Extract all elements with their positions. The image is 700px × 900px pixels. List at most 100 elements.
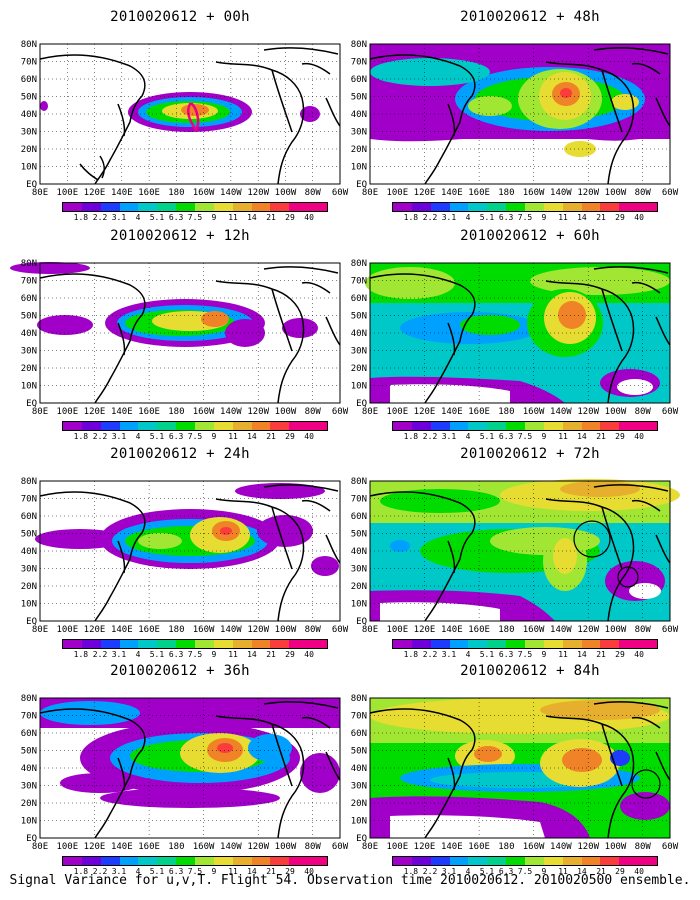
lat-label: 40N (21, 764, 37, 774)
lat-label: 70N (351, 495, 367, 505)
colorbar-level: 11 (558, 213, 568, 222)
lon-label: 140E (111, 407, 133, 417)
colorbar-level: 9 (211, 432, 217, 441)
colorbar-level: 1.8 (403, 867, 419, 876)
panel-title: 2010020612 + 36h (110, 663, 250, 679)
lon-label: 180 (168, 188, 184, 198)
colorbar-level: 40 (304, 650, 314, 659)
lat-label: 50N (351, 312, 367, 322)
lon-label: 100E (56, 188, 78, 198)
lon-label: 120E (414, 188, 436, 198)
colorbar-level: 5.1 (149, 213, 165, 222)
colorbar-level: 2.2 (422, 432, 438, 441)
lat-label: 50N (21, 312, 37, 322)
lon-label: 60W (332, 407, 349, 417)
lon-label: 140W (550, 407, 572, 417)
lon-label: 160W (523, 625, 545, 635)
lat-label: 80N (21, 694, 37, 704)
colorbar-level: 3.1 (441, 432, 457, 441)
lon-label: 80W (305, 407, 322, 417)
lat-label: 60N (351, 75, 367, 85)
lat-axis: 80N 70N 60N 50N 40N 30N 20N 10N EQ (351, 40, 367, 190)
colorbar-level: 14 (577, 432, 587, 441)
lat-label: EQ (26, 834, 37, 844)
colorbar-level: 14 (577, 867, 587, 876)
lon-label: 160E (138, 188, 160, 198)
lat-label: 20N (351, 799, 367, 809)
lon-label: 80W (305, 188, 322, 198)
lat-label: 70N (351, 58, 367, 68)
lon-label: 120E (414, 625, 436, 635)
lat-label: 10N (21, 817, 37, 827)
lon-label: 160W (193, 407, 215, 417)
lon-label: 80W (635, 842, 652, 852)
map-frame (39, 43, 341, 185)
lon-label: 100E (56, 625, 78, 635)
coastlines (39, 47, 341, 185)
lat-label: 70N (21, 277, 37, 287)
panel-00h: 2010020612 + 00h (10, 8, 350, 228)
colorbar-labels: 1.8 2.2 3.1 4 5.1 6.3 7.5 9 11 14 21 29 … (62, 212, 328, 222)
colorbar-level: 40 (634, 432, 644, 441)
lon-label: 100E (386, 188, 408, 198)
colorbar-level: 6.3 (498, 213, 514, 222)
lat-label: 30N (21, 565, 37, 575)
colorbar-level: 4 (465, 867, 471, 876)
lon-label: 60W (332, 625, 349, 635)
lat-label: 40N (351, 329, 367, 339)
lat-label: 10N (21, 163, 37, 173)
colorbar-level: 4 (135, 650, 141, 659)
colorbar-level: 6.3 (168, 650, 184, 659)
lon-label: 80E (362, 407, 378, 417)
colorbar-level: 21 (596, 650, 606, 659)
lon-label: 160W (193, 625, 215, 635)
colorbar-level: 3.1 (111, 213, 127, 222)
colorbar-level: 7.5 (517, 432, 533, 441)
lon-label: 160E (138, 625, 160, 635)
map-12h: 80N 70N 60N 50N 40N 30N 20N 10N EQ 80E 1… (10, 259, 349, 417)
colorbar-level: 2.2 (92, 432, 108, 441)
lat-label: 40N (21, 329, 37, 339)
lat-label: 30N (21, 128, 37, 138)
lon-label: 120W (577, 188, 599, 198)
lon-label: 80W (635, 188, 652, 198)
panel-60h: 2010020612 + 60h (351, 227, 700, 447)
map-84h: 80N 70N 60N 50N 40N 30N 20N 10N EQ 80E 1… (351, 694, 679, 852)
lat-label: 10N (21, 382, 37, 392)
lat-label: 20N (351, 582, 367, 592)
lat-axis: 80N 70N 60N 50N 40N 30N 20N 10N EQ (21, 694, 37, 844)
lon-label: 160E (138, 842, 160, 852)
lon-label: 140E (111, 842, 133, 852)
colorbar-level: 14 (247, 650, 257, 659)
panel-title: 2010020612 + 24h (110, 446, 250, 462)
colorbar-level: 14 (577, 650, 587, 659)
lat-label: 60N (21, 512, 37, 522)
lon-label: 180 (498, 188, 514, 198)
lon-axis: 80E 100E 120E 140E 160E 180 160W 140W 12… (32, 407, 349, 417)
colorbar: 1.8 2.2 3.1 4 5.1 6.3 7.5 9 11 14 21 29 … (392, 639, 658, 659)
lat-label: 80N (351, 477, 367, 487)
coastlines (39, 484, 341, 622)
map-24h: 80N 70N 60N 50N 40N 30N 20N 10N EQ 80E 1… (21, 477, 349, 635)
lon-label: 100W (275, 188, 297, 198)
panel-title: 2010020612 + 60h (460, 228, 600, 244)
colorbar-level: 7.5 (187, 867, 203, 876)
lon-label: 140E (441, 188, 463, 198)
lon-label: 60W (332, 842, 349, 852)
colorbar-level: 1.8 (403, 650, 419, 659)
lon-label: 160E (468, 407, 490, 417)
lon-label: 100W (605, 407, 627, 417)
coastlines (369, 484, 671, 622)
lon-label: 160E (468, 188, 490, 198)
lon-label: 100W (275, 842, 297, 852)
colorbar-level: 29 (285, 650, 295, 659)
colorbar-level: 7.5 (187, 432, 203, 441)
variance-field (40, 92, 320, 133)
colorbar-level: 11 (228, 213, 238, 222)
lat-label: 40N (351, 547, 367, 557)
lon-axis: 80E 100E 120E 140E 160E 180 160W 140W 12… (32, 842, 349, 852)
lat-label: EQ (356, 834, 367, 844)
colorbar-level: 29 (615, 650, 625, 659)
colorbar-level: 40 (304, 213, 314, 222)
lon-label: 140E (441, 625, 463, 635)
